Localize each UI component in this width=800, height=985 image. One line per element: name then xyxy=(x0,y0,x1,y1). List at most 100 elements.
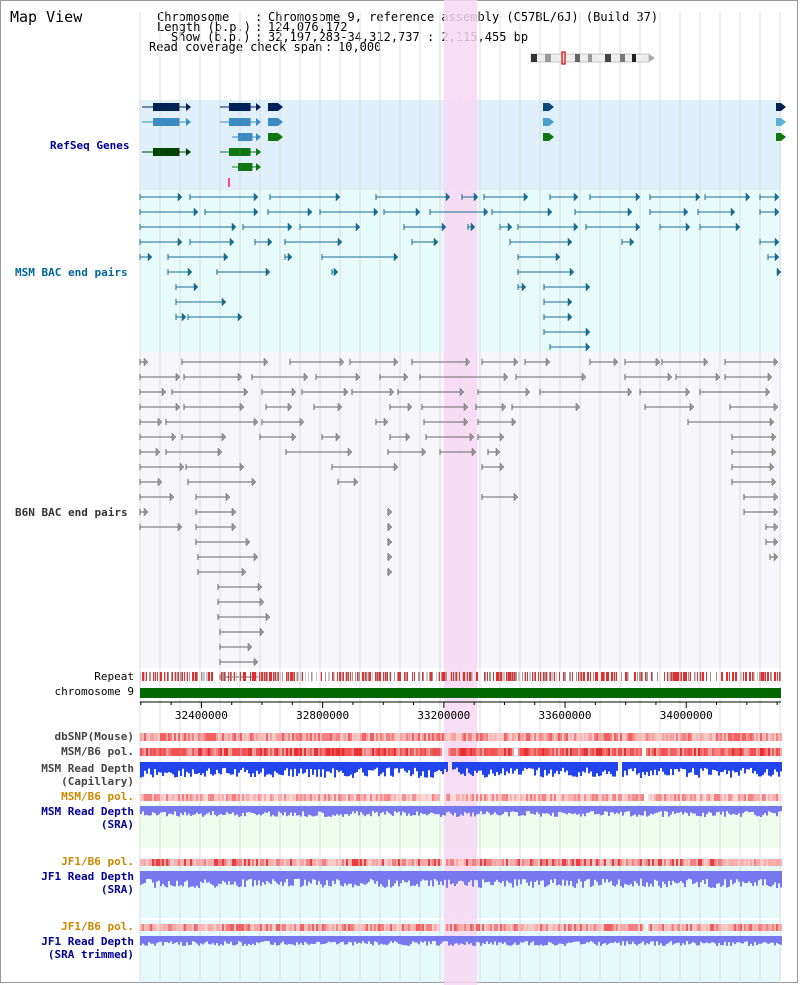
jf1-trim-depth-bar xyxy=(444,936,446,942)
msm-pol-cell xyxy=(600,748,602,756)
refseq-genes-label[interactable]: RefSeq Genes xyxy=(50,139,130,152)
msm-pol-cell xyxy=(700,748,702,756)
jf1-trim-depth-bar xyxy=(164,936,166,943)
msm-cap-depth-bar xyxy=(218,762,220,774)
jf1-sra-depth-bar xyxy=(576,871,578,884)
jf1-pol2-cell xyxy=(240,924,242,931)
msm-pol2-cell xyxy=(748,794,750,801)
repeat-mark xyxy=(446,672,447,681)
jf1-pol-cell xyxy=(232,859,234,866)
jf1-trim-depth-bar xyxy=(610,936,612,943)
msm-bac-label[interactable]: MSM BAC end pairs xyxy=(15,266,128,279)
bac-end-head xyxy=(573,192,579,202)
msm-sra-depth-bar xyxy=(298,806,300,816)
msm-cap-depth-bar xyxy=(494,762,496,776)
jf1-sra-depth-bar xyxy=(762,871,764,886)
dbsnp-cell xyxy=(410,733,412,741)
msm-cap-depth-bar xyxy=(388,762,390,768)
dbsnp-cell xyxy=(680,733,682,741)
bac-end-head xyxy=(627,387,633,397)
jf1-pol-cell xyxy=(718,859,720,866)
msm-sra-depth-bar xyxy=(770,806,772,813)
msm-bac-track[interactable] xyxy=(139,192,782,352)
msm-pol2-cell xyxy=(328,794,330,801)
jf1-pol-cell xyxy=(610,859,612,866)
repeat-mark xyxy=(668,672,669,681)
repeat-mark xyxy=(165,672,166,681)
repeat-mark xyxy=(538,672,539,681)
jf1-trim-depth-bar xyxy=(492,936,494,945)
repeat-mark xyxy=(250,672,251,681)
jf1-pol2-cell xyxy=(338,924,340,931)
msm-pol-cell xyxy=(742,748,744,756)
msm-pol2-cell xyxy=(570,794,572,801)
dbsnp-cell xyxy=(256,733,258,741)
b6n-bac-label[interactable]: B6N BAC end pairs xyxy=(15,506,128,519)
dbsnp-cell xyxy=(726,733,728,741)
jf1-pol2-cell xyxy=(204,924,206,931)
bac-end-head xyxy=(421,447,427,457)
msm-cap-depth-bar xyxy=(188,762,190,774)
repeat-mark xyxy=(176,672,177,681)
repeat-mark xyxy=(757,672,758,681)
dbsnp-cell xyxy=(540,733,542,741)
bac-end-head xyxy=(239,462,245,472)
msm-pol2-cell xyxy=(616,794,618,801)
repeat-mark xyxy=(196,672,197,681)
msm-sra-depth-bar xyxy=(492,806,494,815)
msm-sra-depth-bar xyxy=(256,806,258,816)
repeat-mark xyxy=(695,672,696,681)
repeat-mark xyxy=(510,672,511,681)
repeat-mark xyxy=(298,672,299,681)
msm-cap-depth-bar xyxy=(228,762,230,774)
repeat-mark xyxy=(515,672,516,681)
msm-pol2-cell xyxy=(638,794,640,801)
b6n-bac-track[interactable] xyxy=(139,357,779,682)
jf1-trim-depth-bar xyxy=(700,936,702,942)
dbsnp-cell xyxy=(708,733,710,741)
dbsnp-cell xyxy=(164,733,166,741)
msm-pol2-cell xyxy=(538,794,540,801)
jf1-pol-cell xyxy=(674,859,676,866)
jf1-trim-depth-bar xyxy=(154,936,156,946)
msm-pol-cell xyxy=(632,748,634,756)
msm-pol-cell xyxy=(656,748,658,756)
jf1-sra-depth-bar xyxy=(768,871,770,887)
repeat-mark xyxy=(595,672,596,681)
repeat-mark xyxy=(549,672,550,681)
msm-pol2-cell xyxy=(178,794,180,801)
jf1-pol2-cell xyxy=(374,924,376,931)
jf1-pol2-cell xyxy=(192,924,194,931)
msm-pol-cell xyxy=(542,748,544,756)
dbsnp-cell xyxy=(702,733,704,741)
msm-cap-depth-bar xyxy=(368,762,370,771)
bac-end-head xyxy=(575,402,581,412)
msm-cap-depth-bar xyxy=(660,762,662,769)
msm-pol-cell xyxy=(406,748,408,756)
highlight-region[interactable] xyxy=(443,0,478,985)
jf1-trim-depth-bar xyxy=(282,936,284,942)
jf1-sra-depth-bar xyxy=(258,871,260,881)
dbsnp-cell xyxy=(682,733,684,741)
msm-pol2-cell xyxy=(174,794,176,801)
msm-pol2-cell xyxy=(290,794,292,801)
msm-pol2-cell xyxy=(152,794,154,801)
msm-pol2-cell xyxy=(284,794,286,801)
jf1-trim-depth-bar xyxy=(540,936,542,945)
repeat-mark xyxy=(647,672,648,681)
msm-cap-depth-bar xyxy=(462,762,464,774)
refseq-genes-track[interactable] xyxy=(142,103,786,187)
msm-sra-depth-bar xyxy=(234,806,236,816)
msm-cap-depth-bar xyxy=(160,762,162,773)
msm-pol-cell xyxy=(474,748,476,756)
jf1-sra-depth-bar xyxy=(192,871,194,887)
msm-sra-depth-bar xyxy=(780,806,782,812)
dbsnp-cell xyxy=(576,733,578,741)
dbsnp-cell xyxy=(382,733,384,741)
msm-sra-depth-bar xyxy=(156,806,158,816)
dbsnp-cell xyxy=(310,733,312,741)
msm-sra-depth-bar xyxy=(242,806,244,813)
msm-pol-cell xyxy=(190,748,192,756)
msm-cap-depth-bar xyxy=(440,762,442,772)
